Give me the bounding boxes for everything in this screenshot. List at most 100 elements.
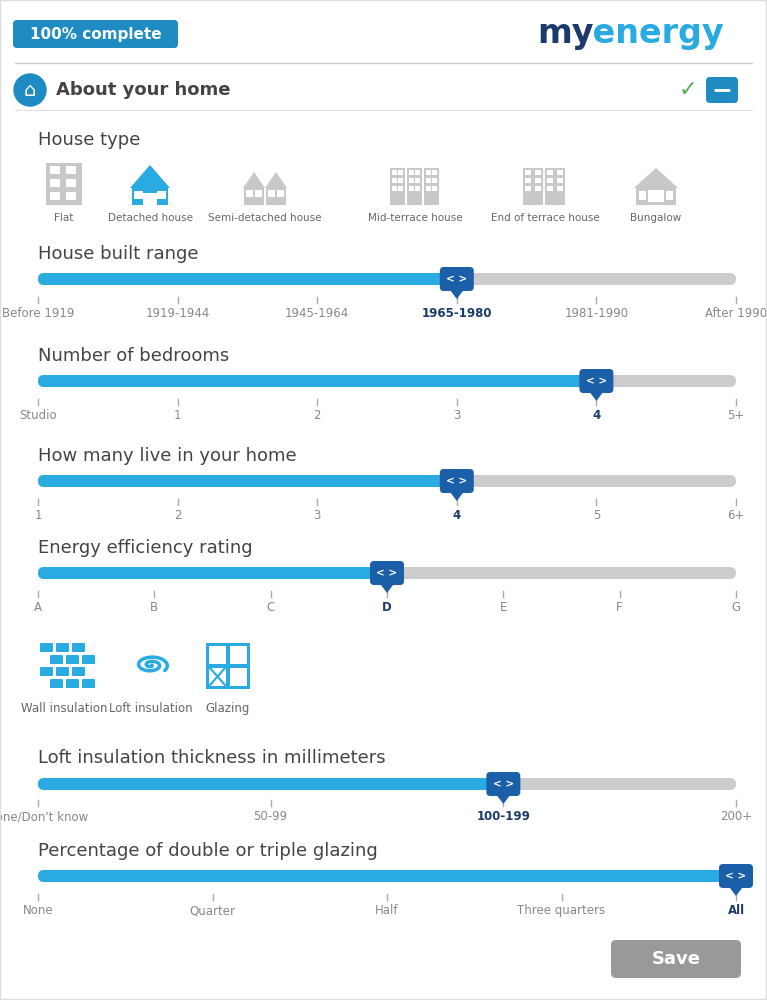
Text: Three quarters: Three quarters	[518, 904, 606, 917]
Bar	[50, 179, 60, 187]
Text: 6+: 6+	[727, 509, 745, 522]
FancyBboxPatch shape	[38, 567, 736, 579]
Text: Wall insulation: Wall insulation	[21, 702, 107, 715]
Bar	[66, 192, 76, 200]
Text: 2: 2	[174, 509, 181, 522]
Text: 50-99: 50-99	[254, 810, 288, 823]
Polygon shape	[730, 888, 742, 896]
Text: 3: 3	[314, 509, 321, 522]
Bar	[50, 192, 60, 200]
Bar	[409, 178, 414, 183]
Bar	[535, 170, 541, 175]
Polygon shape	[634, 168, 678, 188]
Text: < >: < >	[446, 274, 467, 284]
Text: < >: < >	[492, 779, 514, 789]
FancyBboxPatch shape	[72, 667, 85, 676]
Bar	[415, 178, 420, 183]
Text: < >: < >	[377, 568, 397, 578]
Text: < >: < >	[446, 476, 467, 486]
Bar	[636, 188, 676, 205]
Bar	[392, 178, 397, 183]
FancyBboxPatch shape	[66, 679, 79, 688]
FancyBboxPatch shape	[719, 864, 753, 888]
FancyBboxPatch shape	[40, 667, 53, 676]
Text: Half: Half	[375, 904, 399, 917]
Bar	[557, 170, 563, 175]
Text: About your home: About your home	[56, 81, 231, 99]
Bar	[545, 168, 565, 205]
Text: 3: 3	[453, 409, 460, 422]
Bar	[157, 191, 166, 199]
Bar	[134, 191, 143, 199]
Text: 1945-1964: 1945-1964	[285, 307, 349, 320]
Text: A: A	[34, 601, 42, 614]
Polygon shape	[451, 291, 463, 299]
Text: 2: 2	[314, 409, 321, 422]
Text: 4: 4	[592, 409, 601, 422]
Text: < >: < >	[726, 871, 746, 881]
Bar	[143, 193, 157, 205]
Text: 100-199: 100-199	[476, 810, 530, 823]
Bar	[426, 170, 431, 175]
Text: None: None	[23, 904, 54, 917]
Circle shape	[14, 74, 46, 106]
FancyBboxPatch shape	[38, 778, 503, 790]
FancyBboxPatch shape	[439, 267, 474, 291]
Bar	[424, 168, 439, 205]
Bar	[409, 186, 414, 191]
FancyBboxPatch shape	[611, 940, 741, 978]
Polygon shape	[381, 585, 393, 593]
Text: my: my	[537, 17, 594, 50]
FancyBboxPatch shape	[40, 643, 53, 652]
Text: House built range: House built range	[38, 245, 199, 263]
Bar	[557, 178, 563, 183]
Text: All: All	[727, 904, 745, 917]
Bar	[525, 170, 531, 175]
Text: Flat: Flat	[54, 213, 74, 223]
Text: Energy efficiency rating: Energy efficiency rating	[38, 539, 252, 557]
Bar	[398, 178, 403, 183]
Text: Semi-detached house: Semi-detached house	[209, 213, 321, 223]
FancyBboxPatch shape	[50, 655, 63, 664]
Text: Save: Save	[651, 950, 700, 968]
Bar	[268, 190, 275, 197]
Bar	[432, 186, 437, 191]
Bar	[639, 191, 646, 200]
Bar	[557, 186, 563, 191]
Text: Loft insulation thickness in millimeters: Loft insulation thickness in millimeters	[38, 749, 386, 767]
FancyBboxPatch shape	[50, 679, 63, 688]
Bar	[266, 188, 286, 205]
Bar	[407, 168, 422, 205]
Bar	[432, 170, 437, 175]
Bar	[426, 186, 431, 191]
FancyBboxPatch shape	[72, 643, 85, 652]
Text: Studio: Studio	[19, 409, 57, 422]
Bar	[255, 190, 262, 197]
Bar	[246, 190, 253, 197]
FancyBboxPatch shape	[38, 778, 736, 790]
Text: Before 1919: Before 1919	[2, 307, 74, 320]
Text: 200+: 200+	[720, 810, 752, 823]
Bar	[244, 188, 264, 205]
FancyBboxPatch shape	[56, 667, 69, 676]
FancyBboxPatch shape	[56, 643, 69, 652]
Text: Loft insulation: Loft insulation	[109, 702, 193, 715]
Bar	[415, 186, 420, 191]
Text: Number of bedrooms: Number of bedrooms	[38, 347, 229, 365]
Polygon shape	[451, 493, 463, 501]
FancyBboxPatch shape	[38, 475, 457, 487]
FancyBboxPatch shape	[38, 475, 736, 487]
Bar	[132, 188, 168, 205]
Text: ✓: ✓	[679, 80, 697, 100]
FancyBboxPatch shape	[38, 273, 736, 285]
Bar	[426, 178, 431, 183]
Bar	[398, 186, 403, 191]
Bar	[277, 190, 284, 197]
FancyBboxPatch shape	[579, 369, 614, 393]
Bar	[648, 190, 664, 202]
FancyBboxPatch shape	[38, 870, 736, 882]
Bar	[523, 168, 543, 205]
Bar	[525, 178, 531, 183]
Bar	[66, 179, 76, 187]
Bar	[50, 166, 60, 174]
